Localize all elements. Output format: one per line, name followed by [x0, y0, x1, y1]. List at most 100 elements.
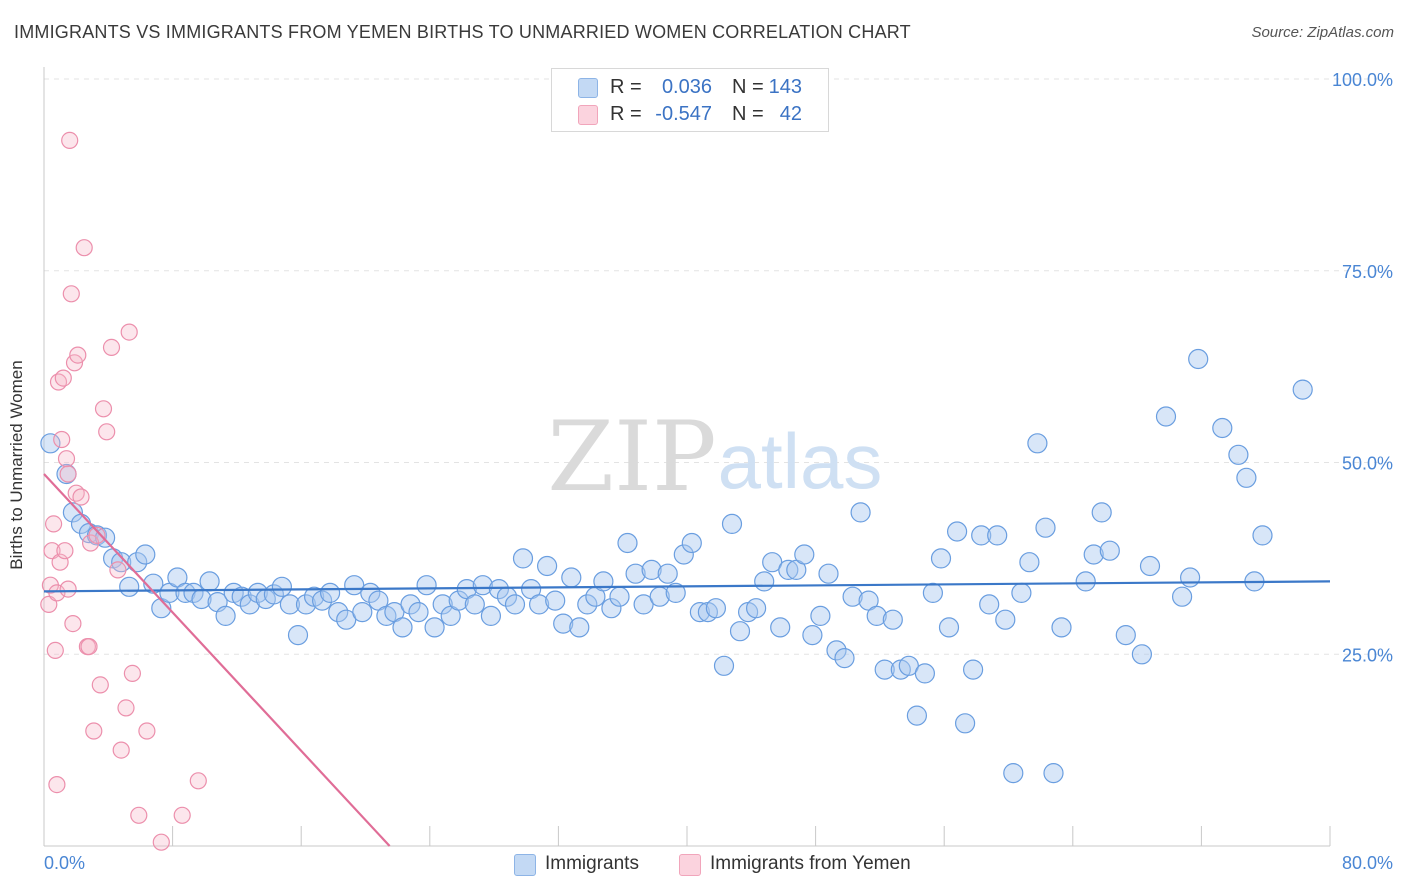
immigrants-point — [641, 559, 662, 581]
immigrants-point — [754, 571, 775, 592]
yemen-point — [112, 741, 130, 759]
immigrants-point — [512, 548, 534, 569]
immigrants-point — [119, 576, 140, 597]
tick-labels: 25.0% 50.0% 75.0% 100.0% 0.0% 80.0% — [44, 70, 1393, 873]
legend-r-label: R = — [610, 76, 642, 98]
immigrants-point — [424, 617, 445, 638]
immigrants-point — [199, 571, 220, 592]
immigrants-point — [971, 525, 992, 546]
legend-stats: R = 0.036 N = 143 R = -0.547 N = 42 — [551, 68, 829, 132]
immigrants-point — [328, 601, 349, 623]
immigrants-point — [1171, 586, 1193, 607]
immigrants-point — [279, 594, 300, 615]
yemen-point — [138, 722, 156, 740]
immigrants-point — [1155, 406, 1177, 427]
legend-row-immigrants: R = 0.036 N = 143 — [552, 73, 828, 101]
immigrants-point — [561, 567, 582, 588]
immigrants-point — [1252, 525, 1273, 546]
immigrants-point — [601, 598, 622, 619]
immigrants-point — [1075, 571, 1096, 592]
immigrants-point — [528, 594, 550, 615]
immigrants-point — [1091, 502, 1112, 523]
immigrants-point — [617, 532, 638, 554]
immigrants-point — [633, 594, 654, 615]
immigrants-point — [745, 598, 767, 619]
watermark-zip: ZIP — [547, 401, 716, 513]
immigrants-point — [312, 590, 333, 611]
yemen-point — [62, 285, 80, 303]
yemen-trend-line — [43, 473, 391, 847]
y-tick-label: 100.0% — [1332, 70, 1393, 90]
immigrants-point — [826, 640, 847, 661]
yemen-point — [75, 239, 93, 257]
immigrants-point — [866, 605, 887, 627]
immigrants-point — [1228, 444, 1249, 465]
yemen-point — [72, 488, 90, 506]
immigrants-point — [922, 582, 944, 604]
yemen-point — [130, 806, 148, 824]
legend-r-value: 0.036 — [661, 76, 712, 98]
yemen-point — [85, 722, 103, 740]
yemen-point — [57, 450, 76, 468]
yemen-point — [54, 369, 72, 387]
immigrants-point — [536, 555, 558, 577]
immigrants-point — [569, 617, 590, 638]
immigrants-point — [1011, 582, 1032, 604]
yemen-point — [64, 614, 82, 633]
yemen-point — [102, 338, 121, 356]
grid-lines — [44, 78, 1394, 655]
immigrants-point — [713, 655, 735, 676]
immigrants-point — [946, 521, 968, 542]
watermark-atlas: atlas — [718, 417, 883, 505]
immigrants-point — [1179, 567, 1201, 588]
immigrants-point — [729, 621, 751, 642]
trend-lines — [43, 473, 1331, 847]
immigrants-point — [1139, 555, 1161, 577]
x-tick-label-min: 0.0% — [44, 853, 85, 873]
yemen-point — [61, 131, 79, 149]
immigrants-point — [545, 590, 566, 611]
yemen-point — [123, 664, 141, 683]
yemen-point — [117, 699, 135, 717]
immigrants-point — [1051, 617, 1072, 638]
immigrants-point — [802, 624, 823, 646]
yemen-point — [91, 676, 109, 694]
immigrants-point — [914, 663, 936, 684]
legend-swatch-immigrants — [578, 78, 598, 98]
immigrants-point — [480, 605, 501, 627]
yemen-point — [59, 465, 77, 483]
immigrants-point — [464, 594, 485, 615]
immigrants-point — [408, 601, 429, 623]
yemen-point — [53, 430, 71, 449]
yemen-point — [59, 580, 77, 598]
immigrants-point — [1188, 348, 1209, 370]
immigrants-point — [239, 594, 260, 615]
immigrants-point — [609, 586, 630, 607]
yemen-point — [120, 323, 138, 341]
legend-swatch-yemen — [578, 105, 598, 125]
yemen-point — [44, 515, 63, 533]
immigrants-point — [818, 563, 839, 584]
y-tick-label: 25.0% — [1342, 645, 1393, 665]
immigrants-point — [689, 601, 711, 623]
legend-n-value: 42 — [779, 103, 802, 125]
immigrants-trend-line — [43, 580, 1331, 593]
immigrants-point — [979, 594, 1000, 615]
y-tick-label: 50.0% — [1342, 454, 1393, 474]
legend-r-label: R = — [610, 103, 642, 125]
immigrants-point — [810, 605, 831, 627]
immigrants-point — [906, 705, 928, 726]
immigrants-point — [770, 617, 791, 638]
immigrants-point — [488, 578, 509, 600]
immigrants-point — [625, 563, 646, 584]
yemen-point — [48, 584, 66, 602]
immigrants-point — [352, 601, 373, 623]
yemen-point — [94, 400, 113, 418]
chart-title: IMMIGRANTS VS IMMIGRANTS FROM YEMEN BIRT… — [14, 22, 911, 42]
yemen-point — [80, 637, 98, 656]
immigrants-point — [215, 605, 236, 627]
immigrants-point — [995, 609, 1016, 630]
yemen-point — [69, 346, 87, 364]
yemen-point — [189, 772, 207, 790]
immigrants-point — [874, 659, 895, 680]
